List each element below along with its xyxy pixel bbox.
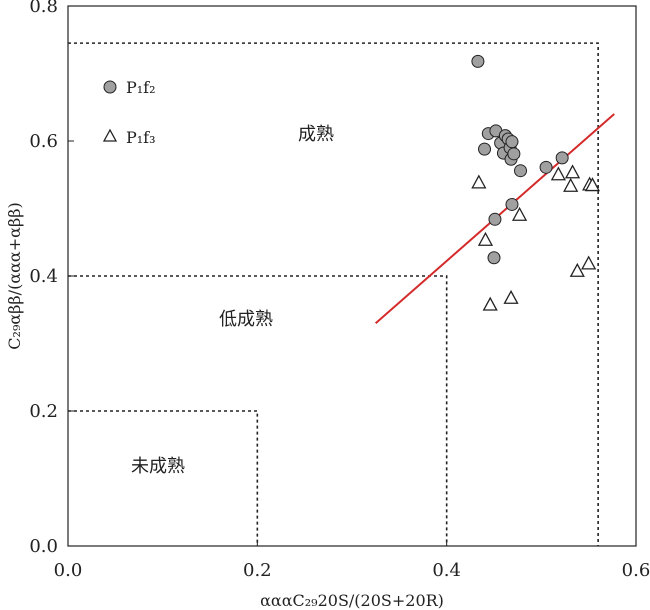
legend-circle-marker — [103, 80, 117, 94]
point-triangle-2 — [482, 296, 498, 311]
point-triangle-9 — [584, 177, 601, 192]
x-tick-label-1: 0.2 — [243, 560, 272, 581]
point-circle-14 — [505, 197, 519, 211]
region-label-immature: 未成熟 — [131, 456, 185, 477]
x-axis-label: αααC₂₉20S/(20S+20R) — [260, 591, 444, 610]
point-triangle-7 — [563, 177, 579, 192]
point-circle-1 — [478, 142, 492, 156]
point-circle-11 — [507, 147, 521, 161]
point-circle-15 — [487, 251, 501, 265]
y-tick-label-4: 0.8 — [29, 0, 58, 17]
legend: P₁f₂ P₁f₃ — [102, 78, 156, 147]
point-circle-12 — [514, 164, 528, 178]
y-tick-label-0: 0.0 — [29, 536, 58, 557]
x-tick-label-0: 0.0 — [54, 560, 83, 581]
y-axis-label: C₂₉αββ/(ααα+αββ) — [5, 202, 24, 349]
point-triangle-4 — [511, 206, 528, 221]
legend-label-p1f3: P₁f₃ — [126, 128, 156, 147]
region-label-mature: 成熟 — [298, 124, 334, 145]
region-boundary-0 — [68, 42, 599, 546]
x-tick-label-2: 0.4 — [432, 560, 461, 581]
axis-ticks — [67, 5, 637, 547]
point-triangle-3 — [503, 289, 519, 304]
region-boundary-2 — [68, 410, 259, 546]
point-triangle-0 — [471, 174, 487, 189]
y-tick-label-3: 0.6 — [29, 131, 58, 152]
maturity-regions — [68, 42, 599, 546]
point-circle-16 — [539, 160, 553, 174]
point-circle-13 — [488, 212, 502, 226]
y-tick-label-2: 0.4 — [29, 266, 58, 287]
point-circle-10 — [505, 135, 519, 149]
point-triangle-10 — [569, 262, 585, 277]
region-label-low-mature: 低成熟 — [219, 309, 273, 330]
y-tick-label-1: 0.2 — [29, 401, 58, 422]
point-triangle-1 — [477, 231, 494, 246]
point-circle-17 — [555, 151, 569, 165]
point-triangle-5 — [550, 166, 566, 181]
x-tick-label-3: 0.6 — [622, 560, 650, 581]
legend-triangle-marker — [102, 128, 118, 142]
region-boundary-1 — [68, 275, 448, 546]
tick-labels: 0.0 0.2 0.4 0.6 0.0 0.2 0.4 0.6 0.8 — [29, 0, 650, 581]
point-circle-0 — [471, 54, 485, 68]
legend-label-p1f2: P₁f₂ — [126, 78, 156, 97]
point-triangle-6 — [564, 164, 581, 179]
point-triangle-11 — [581, 255, 597, 270]
data-points — [471, 54, 601, 311]
